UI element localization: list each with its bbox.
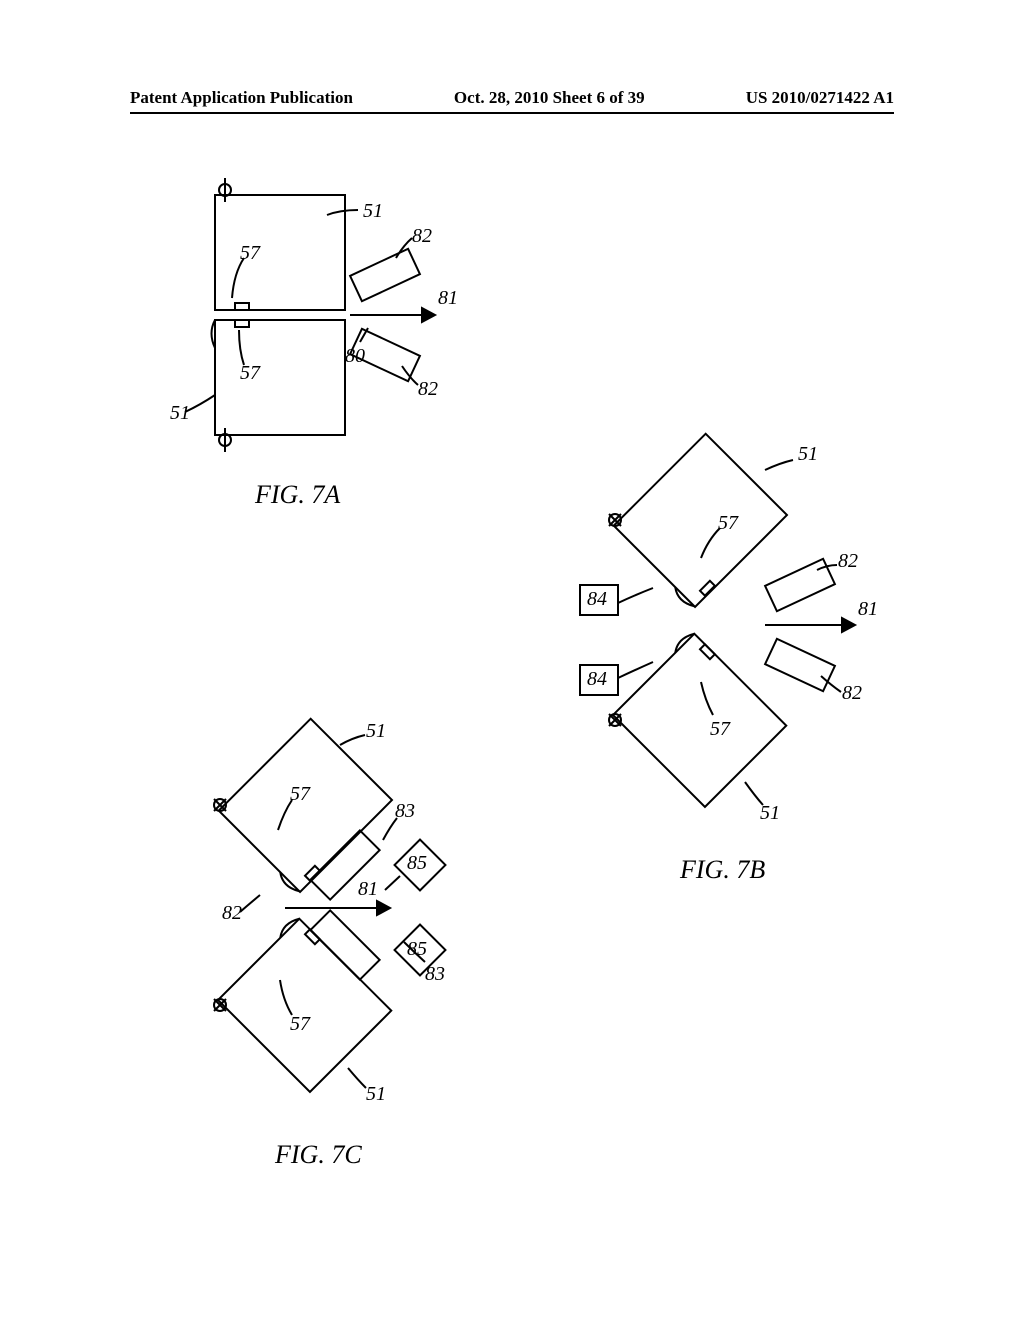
fig7c-ref-83b: 83	[425, 963, 445, 986]
fig7a-ref-80: 80	[345, 345, 365, 368]
fig7b-ref-82a: 82	[838, 550, 858, 573]
fig7b-ref-84a: 84	[587, 588, 607, 611]
fig7a-ref-82b: 82	[418, 378, 438, 401]
fig-7a-svg	[160, 170, 480, 460]
fig7c-ref-83a: 83	[395, 800, 415, 823]
fig7b-ref-51b: 51	[760, 802, 780, 825]
fig7c-ref-82: 82	[222, 902, 242, 925]
fig7c-ref-51a: 51	[366, 720, 386, 743]
fig7b-ref-51a: 51	[798, 443, 818, 466]
fig7a-ref-81: 81	[438, 287, 458, 310]
fig7a-ref-57a: 57	[240, 242, 260, 265]
fig7b-ref-57b: 57	[710, 718, 730, 741]
fig7b-label: FIG. 7B	[680, 855, 765, 885]
fig7a-ref-57b: 57	[240, 362, 260, 385]
fig7b-ref-57a: 57	[718, 512, 738, 535]
fig7c-ref-57a: 57	[290, 783, 310, 806]
fig7c-ref-81: 81	[358, 878, 378, 901]
fig7b-ref-81: 81	[858, 598, 878, 621]
header-left: Patent Application Publication	[130, 88, 353, 108]
fig7c-ref-51b: 51	[366, 1083, 386, 1106]
fig7b-ref-82b: 82	[842, 682, 862, 705]
fig7c-ref-85a: 85	[407, 852, 427, 875]
fig7a-ref-51b: 51	[170, 402, 190, 425]
header-center: Oct. 28, 2010 Sheet 6 of 39	[454, 88, 645, 108]
fig7c-ref-57b: 57	[290, 1013, 310, 1036]
fig7a-ref-82a: 82	[412, 225, 432, 248]
fig-7b-svg	[525, 410, 885, 830]
fig-7c-svg	[130, 690, 490, 1120]
fig7c-ref-85b: 85	[407, 938, 427, 961]
page-header: Patent Application Publication Oct. 28, …	[130, 88, 894, 114]
fig7a-label: FIG. 7A	[255, 480, 340, 510]
fig7a-ref-51a: 51	[363, 200, 383, 223]
header-right: US 2010/0271422 A1	[746, 88, 894, 108]
fig7c-label: FIG. 7C	[275, 1140, 362, 1170]
fig7b-ref-84b: 84	[587, 668, 607, 691]
